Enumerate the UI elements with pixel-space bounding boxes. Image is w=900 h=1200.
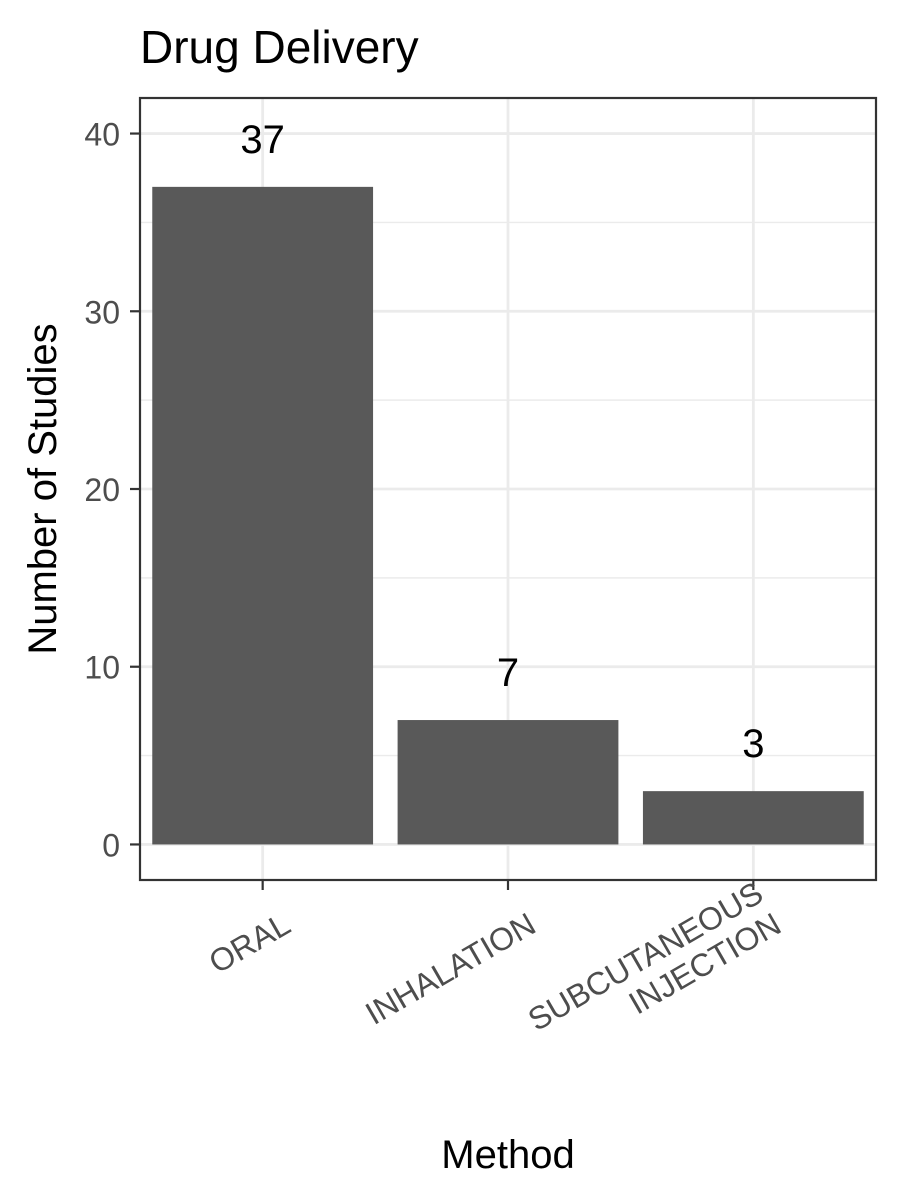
- bar-value-label: 7: [497, 651, 519, 695]
- bar: [397, 720, 619, 845]
- y-axis-title: Number of Studies: [21, 323, 65, 654]
- y-tick-label: 40: [84, 117, 120, 153]
- chart-title: Drug Delivery: [140, 21, 419, 73]
- x-tick-label: INHALATION: [359, 906, 541, 1032]
- y-tick-label: 10: [84, 650, 120, 686]
- bar-value-label: 3: [742, 722, 764, 766]
- y-tick-label: 30: [84, 294, 120, 330]
- x-axis-title: Method: [441, 1133, 574, 1177]
- data-labels: 37 7 3: [240, 118, 764, 766]
- bar-value-label: 37: [240, 118, 285, 162]
- x-tick-label: SUBCUTANEOUSINJECTION: [522, 874, 787, 1069]
- bar: [642, 791, 864, 845]
- y-tick-label: 0: [102, 827, 120, 863]
- bar: [152, 186, 374, 845]
- plot-panel: 37 7 3: [138, 96, 878, 882]
- y-tick-label: 20: [84, 472, 120, 508]
- bars: [152, 186, 864, 845]
- x-tick-label: ORAL: [203, 906, 296, 981]
- y-axis: 0 10 20 30 40: [84, 117, 140, 863]
